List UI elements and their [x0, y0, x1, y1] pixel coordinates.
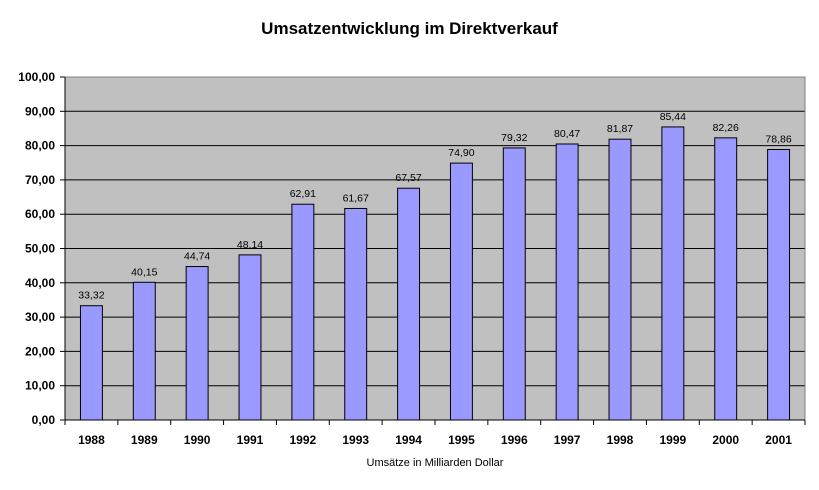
y-tick-label: 50,00	[25, 242, 55, 256]
x-tick-label-1997: 1997	[554, 433, 581, 447]
data-label-1998: 81,87	[607, 123, 633, 135]
y-tick-label: 60,00	[25, 207, 55, 221]
data-label-2000: 82,26	[713, 122, 739, 134]
y-tick-label: 20,00	[25, 344, 55, 358]
bar-1995	[449, 162, 473, 421]
x-tick-label-1991: 1991	[237, 433, 264, 447]
bar-1991	[238, 254, 262, 421]
bar-1994	[397, 187, 421, 421]
x-tick-label-1989: 1989	[131, 433, 158, 447]
data-label-1996: 79,32	[501, 132, 527, 144]
x-tick-label-2001: 2001	[765, 433, 792, 447]
axes	[60, 76, 806, 425]
x-tick-label-2000: 2000	[712, 433, 739, 447]
bar-2001	[767, 149, 791, 421]
x-tick-label-1996: 1996	[501, 433, 528, 447]
y-tick-label: 30,00	[25, 310, 55, 324]
data-labels: 33,32 40,15 44,74 48,14 62,91 61,67 67,57 74,90…	[78, 111, 792, 302]
bar-1997	[555, 143, 579, 421]
x-tick-labels: 1988 1989 1990 1991 1992 1993 1994 1995 1996 1997…	[78, 433, 792, 447]
data-label-1999: 85,44	[660, 111, 686, 123]
bar-1988	[79, 305, 103, 421]
y-tick-label: 100,00	[18, 70, 55, 84]
x-tick-label-1994: 1994	[395, 433, 422, 447]
data-label-1992: 62,91	[290, 188, 316, 200]
bar-1989	[132, 281, 156, 421]
data-label-1990: 44,74	[184, 251, 210, 263]
x-tick-label-1992: 1992	[290, 433, 317, 447]
x-tick-label-1988: 1988	[78, 433, 105, 447]
data-label-2001: 78,86	[765, 134, 791, 146]
y-tick-labels: 0,00 10,00 20,00 30,00 40,00 50,00 60,00 70,00 8…	[18, 70, 55, 427]
bar-1996	[502, 147, 526, 421]
data-label-1994: 67,57	[395, 172, 421, 184]
data-label-1997: 80,47	[554, 128, 580, 140]
x-tick-label-1995: 1995	[448, 433, 475, 447]
chart-title: Umsatzentwicklung im Direktverkauf	[261, 19, 558, 38]
data-label-1991: 48,14	[237, 239, 263, 251]
x-tick-label-1993: 1993	[342, 433, 369, 447]
y-tick-label: 90,00	[25, 104, 55, 118]
x-tick-label-1999: 1999	[660, 433, 687, 447]
bar-2000	[714, 137, 738, 421]
bar-1993	[344, 207, 368, 421]
y-tick-label: 80,00	[25, 139, 55, 153]
bar-1992	[291, 203, 315, 421]
x-tick-label-1998: 1998	[607, 433, 634, 447]
data-label-1993: 61,67	[343, 192, 369, 204]
bar-1998	[608, 138, 632, 421]
y-tick-label: 0,00	[32, 413, 56, 427]
bar-1990	[185, 266, 209, 421]
bars	[79, 126, 791, 421]
y-tick-label: 40,00	[25, 276, 55, 290]
bar-1999	[661, 126, 685, 421]
y-tick-label: 10,00	[25, 379, 55, 393]
data-label-1989: 40,15	[131, 266, 157, 278]
x-axis-label: Umsätze in Milliarden Dollar	[367, 457, 504, 469]
data-label-1995: 74,90	[448, 147, 474, 159]
y-tick-label: 70,00	[25, 173, 55, 187]
x-tick-label-1990: 1990	[184, 433, 211, 447]
data-label-1988: 33,32	[78, 290, 104, 302]
